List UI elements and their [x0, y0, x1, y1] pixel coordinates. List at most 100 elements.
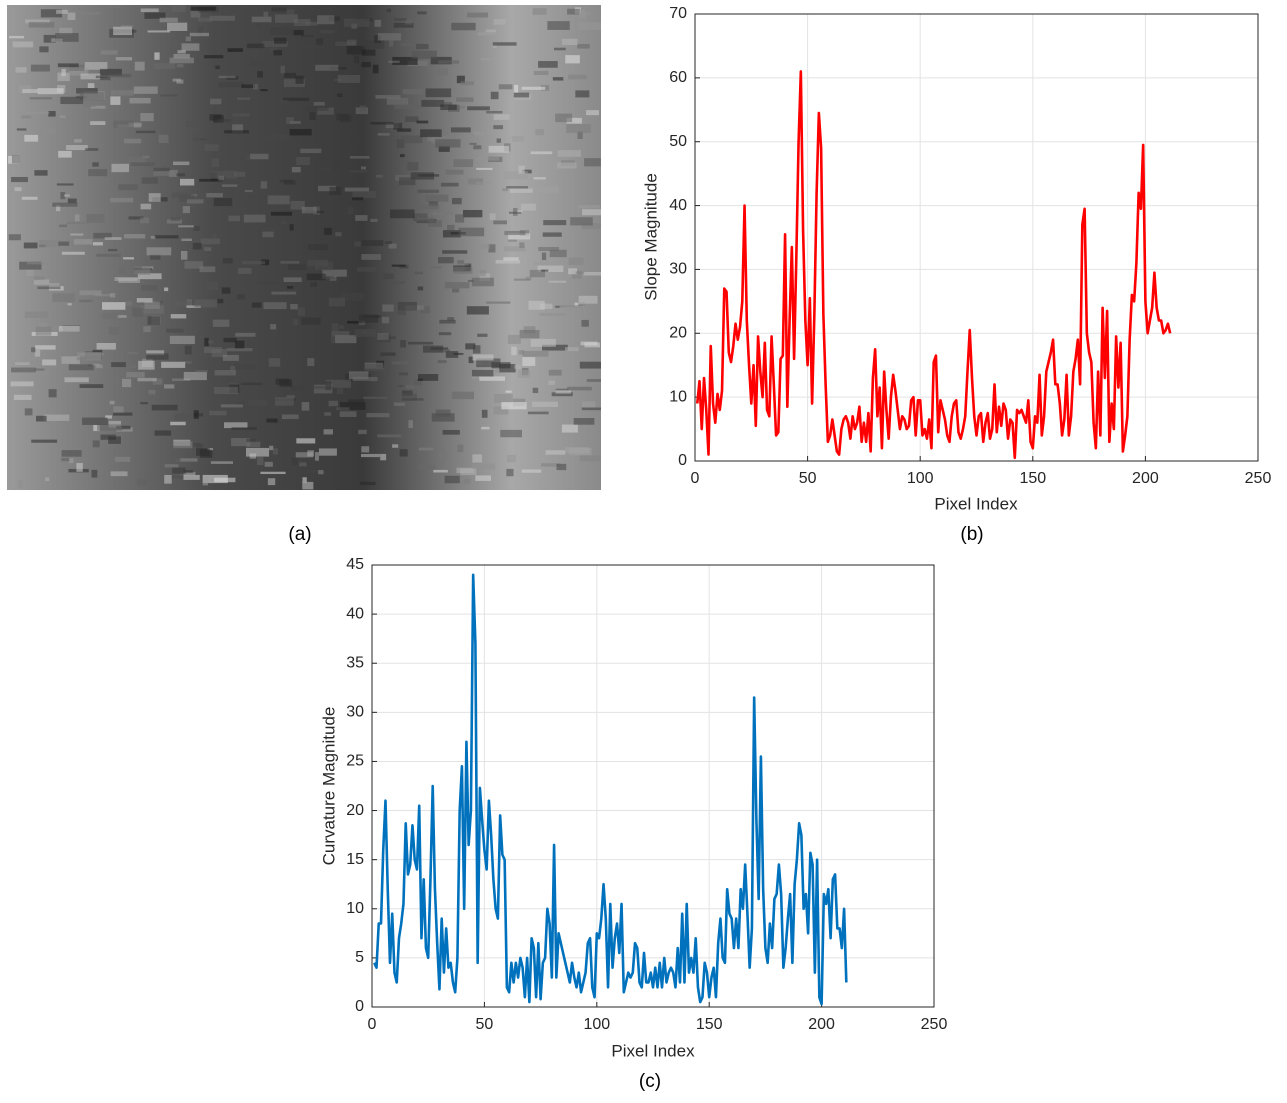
- image-texture: [575, 90, 590, 98]
- image-texture: [473, 145, 482, 150]
- image-texture: [25, 19, 50, 24]
- image-texture: [179, 178, 195, 186]
- image-texture: [137, 273, 162, 280]
- image-texture: [297, 307, 305, 316]
- image-texture: [35, 326, 52, 336]
- image-texture: [405, 19, 413, 25]
- image-texture: [152, 378, 163, 385]
- image-texture: [305, 21, 318, 26]
- image-texture: [451, 22, 476, 31]
- image-texture: [161, 361, 186, 368]
- image-texture: [241, 261, 266, 265]
- image-texture: [173, 53, 190, 59]
- image-texture: [301, 34, 314, 38]
- image-texture: [269, 445, 274, 451]
- image-texture: [344, 187, 369, 192]
- image-texture: [310, 469, 321, 473]
- image-texture: [502, 171, 528, 180]
- image-texture: [336, 113, 349, 121]
- image-texture: [237, 267, 252, 274]
- image-texture: [399, 154, 405, 158]
- x-tick-label: 200: [808, 1016, 835, 1033]
- image-texture: [262, 41, 288, 47]
- image-texture: [427, 135, 454, 142]
- image-texture: [349, 156, 370, 159]
- image-texture: [362, 40, 385, 49]
- image-texture: [141, 285, 158, 291]
- image-texture: [485, 29, 497, 33]
- image-texture: [176, 64, 184, 68]
- image-texture: [59, 115, 66, 119]
- image-texture: [445, 169, 464, 175]
- image-texture: [398, 372, 408, 376]
- image-texture: [400, 340, 407, 348]
- image-texture: [503, 257, 519, 261]
- image-texture: [386, 8, 391, 12]
- image-texture: [58, 241, 70, 246]
- image-texture: [48, 111, 56, 117]
- image-texture: [143, 326, 151, 333]
- image-texture: [286, 9, 295, 18]
- image-texture: [504, 230, 526, 236]
- image-texture: [451, 391, 475, 400]
- image-texture: [436, 102, 453, 106]
- image-texture: [279, 99, 289, 104]
- image-texture: [471, 369, 494, 377]
- image-texture: [458, 227, 485, 237]
- image-texture: [508, 233, 531, 240]
- image-texture: [184, 261, 204, 269]
- image-texture: [408, 420, 413, 429]
- image-texture: [218, 175, 224, 181]
- image-texture: [377, 332, 389, 340]
- image-texture: [94, 294, 112, 297]
- image-texture: [40, 9, 63, 18]
- y-tick-label: 0: [678, 452, 687, 469]
- image-texture: [566, 124, 591, 133]
- image-texture: [172, 78, 181, 82]
- image-texture: [581, 319, 589, 327]
- y-tick-label: 15: [346, 851, 364, 868]
- image-texture: [250, 153, 269, 160]
- image-texture: [523, 326, 536, 334]
- image-texture: [411, 50, 437, 59]
- image-texture: [568, 74, 587, 80]
- image-texture: [76, 356, 86, 361]
- image-texture: [76, 88, 98, 94]
- image-texture: [586, 379, 601, 382]
- image-texture: [307, 450, 314, 457]
- image-texture: [493, 220, 507, 225]
- image-texture: [317, 15, 335, 25]
- image-texture: [400, 135, 423, 144]
- image-texture: [305, 106, 329, 111]
- axes-frame: [371, 564, 935, 1008]
- image-texture: [88, 169, 108, 177]
- image-texture: [212, 319, 230, 327]
- image-texture: [336, 387, 344, 394]
- image-texture: [479, 376, 506, 381]
- image-texture: [11, 155, 20, 164]
- image-texture: [472, 345, 481, 354]
- image-texture: [183, 371, 207, 381]
- image-texture: [542, 344, 568, 351]
- image-texture: [366, 413, 390, 418]
- image-texture: [146, 247, 172, 256]
- image-texture: [51, 38, 63, 43]
- image-texture: [356, 267, 377, 272]
- image-texture: [437, 452, 447, 461]
- image-texture: [279, 379, 293, 387]
- image-texture: [433, 469, 448, 473]
- image-texture: [554, 47, 566, 51]
- image-texture: [533, 186, 559, 194]
- image-texture: [90, 105, 106, 109]
- image-texture: [130, 162, 155, 167]
- image-texture: [14, 187, 22, 192]
- image-texture: [15, 362, 30, 366]
- image-texture: [476, 358, 501, 368]
- image-texture: [116, 315, 127, 318]
- image-texture: [260, 471, 286, 475]
- x-tick-label: 0: [368, 1016, 377, 1033]
- image-texture: [533, 261, 557, 266]
- y-tick-label: 45: [346, 556, 364, 573]
- image-texture: [34, 170, 48, 176]
- image-texture: [287, 264, 307, 271]
